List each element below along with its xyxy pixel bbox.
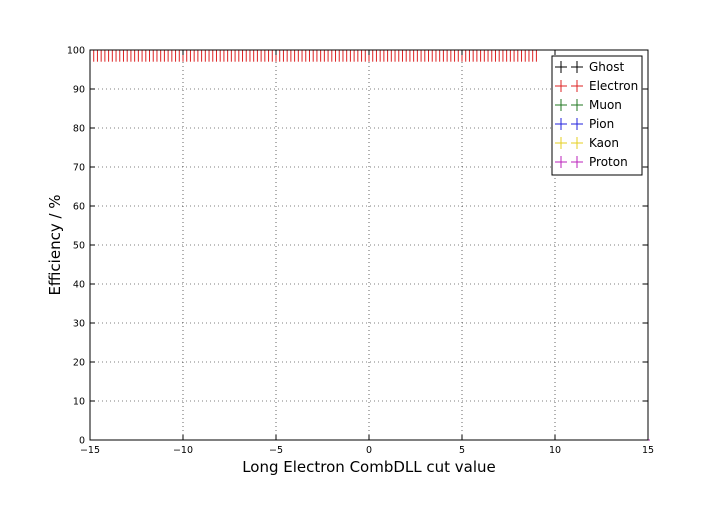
legend-label: Electron xyxy=(589,79,638,93)
x-tick-label: −5 xyxy=(269,445,283,456)
y-tick-label: 10 xyxy=(73,397,85,408)
axis-ticks: −15 −10 −5 0 5 10 15 0 10 20 30 40 50 60 70 80 90 100 xyxy=(67,46,654,457)
y-tick-label: 30 xyxy=(73,319,85,330)
x-tick-label: 10 xyxy=(549,445,561,456)
y-tick-label: 50 xyxy=(73,241,85,252)
x-tick-label: 0 xyxy=(366,445,372,456)
legend: Ghost Electron Muon Pion Kaon Proton xyxy=(551,55,643,176)
legend-label: Ghost xyxy=(589,60,624,74)
legend-label: Muon xyxy=(589,98,622,112)
y-tick-label: 60 xyxy=(73,202,85,213)
x-tick-label: 15 xyxy=(642,445,654,456)
y-tick-label: 80 xyxy=(73,124,85,135)
y-tick-label: 100 xyxy=(67,46,85,57)
legend-label: Proton xyxy=(589,155,628,169)
y-axis-label: Efficiency / % xyxy=(46,194,64,295)
y-tick-label: 40 xyxy=(73,280,85,291)
legend-entries: Ghost Electron Muon Pion Kaon Proton xyxy=(555,60,638,169)
x-tick-label: −15 xyxy=(80,445,100,456)
x-tick-label: 5 xyxy=(459,445,465,456)
x-tick-label: −10 xyxy=(173,445,193,456)
legend-label: Kaon xyxy=(589,136,619,150)
y-tick-label: 70 xyxy=(73,163,85,174)
y-tick-label: 90 xyxy=(73,85,85,96)
y-tick-label: 20 xyxy=(73,358,85,369)
legend-box xyxy=(551,55,643,176)
y-tick-label: 0 xyxy=(79,436,85,447)
legend-label: Pion xyxy=(589,117,614,131)
x-axis-label: Long Electron CombDLL cut value xyxy=(242,458,496,476)
